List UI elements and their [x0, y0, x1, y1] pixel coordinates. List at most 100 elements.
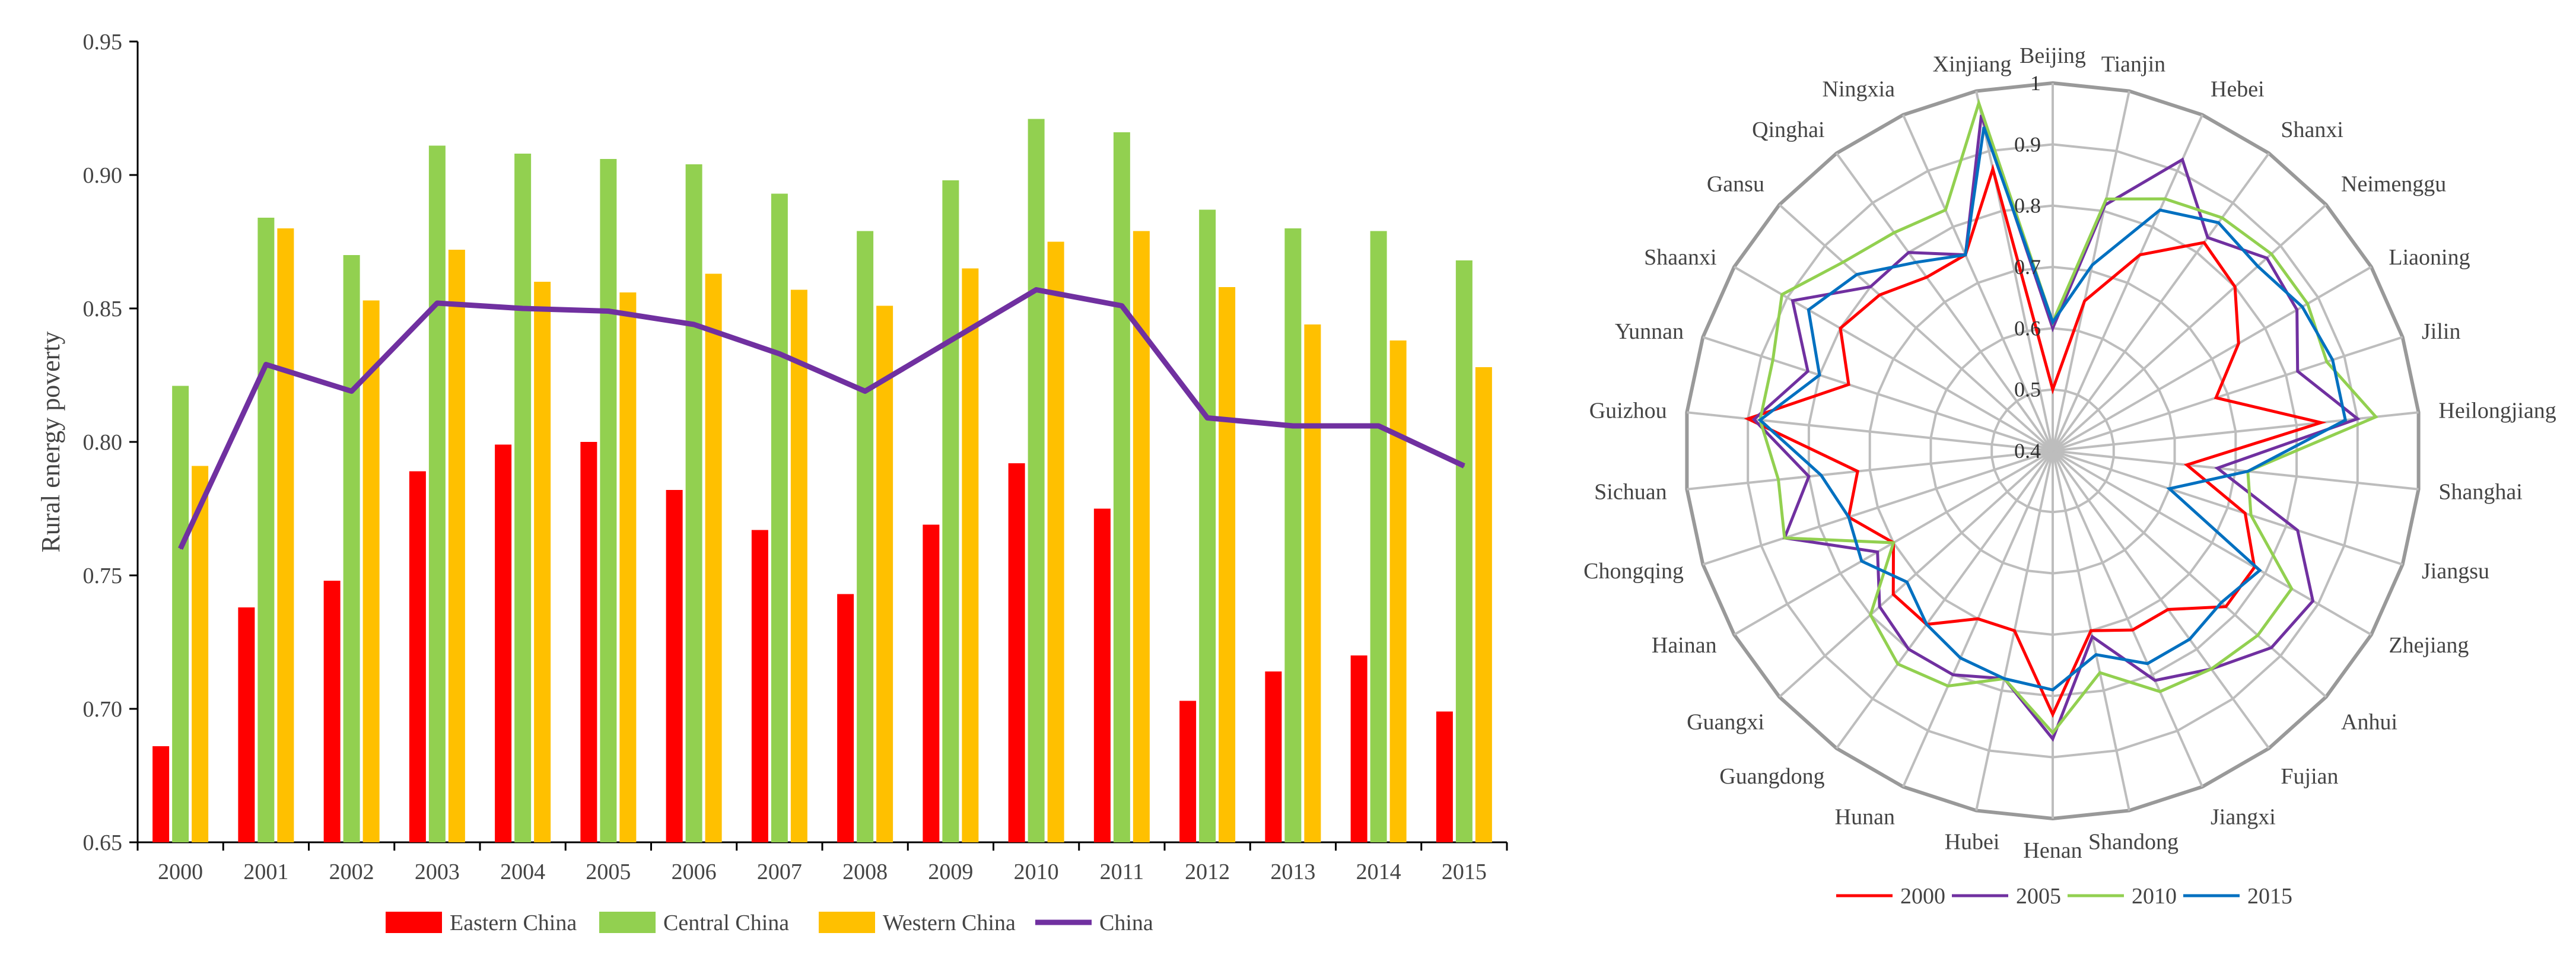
radar-point: [1753, 419, 1755, 421]
bar-eastern-china: [1436, 711, 1453, 842]
radar-point: [2234, 286, 2236, 288]
radar-spoke: [2052, 450, 2204, 788]
radar-axis-label: Henan: [2023, 838, 2082, 863]
radar-spoke: [2052, 266, 2372, 452]
y-axis-label: Rural energy poverty: [36, 331, 65, 552]
radar-axis-label: Anhui: [2341, 710, 2397, 735]
bar-western-china: [790, 289, 807, 842]
bar-western-china: [192, 466, 209, 842]
bar-western-china: [876, 305, 893, 842]
bar-central-china: [600, 159, 617, 842]
radar-point: [1877, 551, 1878, 553]
radar-point: [1808, 476, 1809, 477]
radar-point: [2106, 198, 2107, 200]
radar-axis-label: Zhejiang: [2389, 633, 2469, 658]
radar-point: [2259, 569, 2261, 571]
point-china: [1292, 425, 1294, 426]
radar-point: [1897, 663, 1898, 665]
radar-point: [1945, 209, 1947, 211]
radar-point: [2181, 159, 2183, 161]
radar-point: [2154, 680, 2156, 682]
bar-eastern-china: [1008, 463, 1025, 842]
radar-point: [1869, 286, 1871, 288]
radar-point: [2139, 254, 2141, 256]
bar-central-china: [514, 154, 532, 842]
bar-eastern-china: [580, 442, 597, 842]
radar-spoke: [2052, 203, 2327, 452]
radar-point: [2052, 732, 2053, 734]
radar-point: [1879, 606, 1881, 607]
x-tick-label: 2008: [842, 859, 888, 884]
bar-eastern-china: [923, 524, 940, 842]
radar-axis-label: Guangdong: [1719, 764, 1824, 789]
radar-point: [2211, 668, 2212, 670]
radar-point: [1926, 276, 1928, 278]
legend-label: Eastern China: [450, 911, 577, 935]
bar-eastern-china: [495, 444, 512, 842]
radar-point: [2091, 264, 2093, 266]
point-china: [608, 310, 609, 312]
radar-point: [2296, 309, 2298, 311]
radar-point: [2326, 361, 2327, 362]
bar-central-china: [257, 218, 275, 842]
bar-central-china: [1113, 132, 1130, 842]
radar-point: [1807, 370, 1809, 372]
radar-point: [2167, 609, 2169, 610]
radar-point: [2159, 209, 2161, 211]
radar-point: [1747, 418, 1749, 419]
x-tick-label: 2013: [1270, 859, 1315, 884]
radar-point: [1915, 262, 1917, 263]
y-tick-label: 0.85: [83, 297, 123, 321]
radar-point: [1848, 516, 1850, 518]
point-china: [950, 340, 952, 341]
bar-western-china: [619, 292, 637, 842]
radar-spoke: [2052, 91, 2130, 451]
legend-swatch: [386, 912, 442, 933]
radar-point: [2225, 606, 2227, 607]
radar-spoke: [2052, 450, 2327, 698]
radar-axis-label: Gansu: [1707, 171, 1764, 196]
radar-point: [1856, 273, 1858, 275]
point-china: [180, 548, 182, 549]
point-china: [864, 390, 866, 392]
bar-eastern-china: [152, 746, 170, 842]
bar-western-china: [1475, 367, 1492, 842]
radar-axis-label: Yunnan: [1615, 319, 1684, 344]
bar-western-china: [1389, 340, 1407, 842]
radar-axis-label: Sichuan: [1594, 479, 1667, 504]
point-china: [351, 390, 352, 392]
point-china: [522, 308, 524, 309]
radar-axis-label: Jiangsu: [2422, 559, 2489, 584]
bar-western-china: [534, 282, 551, 842]
radar-spoke: [1734, 266, 2053, 452]
radar-tick-label: 0.8: [2014, 194, 2041, 218]
radar-point: [2090, 630, 2092, 632]
radar-point: [2250, 514, 2252, 516]
radar-point: [1952, 674, 1954, 676]
radar-point: [1960, 657, 1961, 659]
radar-spoke: [2052, 450, 2372, 636]
point-china: [778, 353, 780, 355]
x-tick-label: 2004: [500, 859, 545, 884]
radar-point: [1842, 261, 1844, 263]
radar-point: [2052, 738, 2053, 740]
radar-axis-label: Neimenggu: [2341, 171, 2446, 196]
radar-spoke: [1975, 91, 2054, 451]
radar-point: [1983, 126, 1985, 128]
bar-eastern-china: [751, 530, 768, 842]
x-tick-label: 2007: [757, 859, 802, 884]
radar-point: [2257, 265, 2259, 267]
bar-eastern-china: [1093, 508, 1111, 842]
radar-point: [2203, 241, 2205, 243]
x-tick-label: 2012: [1185, 859, 1230, 884]
radar-point: [1783, 537, 1785, 539]
radar-axis-label: Jilin: [2422, 319, 2460, 344]
bar-eastern-china: [666, 490, 683, 842]
radar-point: [2291, 588, 2292, 590]
radar-point: [1893, 594, 1894, 596]
radar-point: [2052, 321, 2053, 323]
x-tick-label: 2006: [672, 859, 717, 884]
radar-point: [2207, 237, 2209, 238]
radar-point: [2247, 470, 2249, 472]
